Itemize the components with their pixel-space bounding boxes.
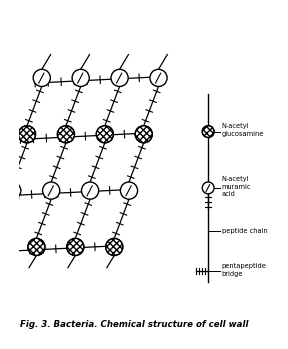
Text: N-acetyl
glucosamine: N-acetyl glucosamine xyxy=(221,124,264,137)
Circle shape xyxy=(43,182,60,199)
Circle shape xyxy=(150,69,167,87)
Circle shape xyxy=(96,126,113,143)
Circle shape xyxy=(28,238,45,255)
Text: Fig. 3. Bacteria. Chemical structure of cell wall: Fig. 3. Bacteria. Chemical structure of … xyxy=(20,320,249,329)
Circle shape xyxy=(72,69,89,87)
Circle shape xyxy=(18,126,36,143)
Text: peptide chain: peptide chain xyxy=(221,228,267,234)
Circle shape xyxy=(111,69,128,87)
Circle shape xyxy=(67,238,84,255)
Text: pentapeptide
bridge: pentapeptide bridge xyxy=(221,263,266,276)
Circle shape xyxy=(82,182,99,199)
Circle shape xyxy=(4,182,21,199)
Circle shape xyxy=(135,126,152,143)
Circle shape xyxy=(106,238,123,255)
Circle shape xyxy=(0,238,6,255)
Text: N-acetyl
muramic
acid: N-acetyl muramic acid xyxy=(221,176,251,197)
Circle shape xyxy=(120,182,138,199)
Circle shape xyxy=(57,126,75,143)
Circle shape xyxy=(202,126,214,138)
Circle shape xyxy=(202,182,214,194)
Circle shape xyxy=(33,69,50,87)
